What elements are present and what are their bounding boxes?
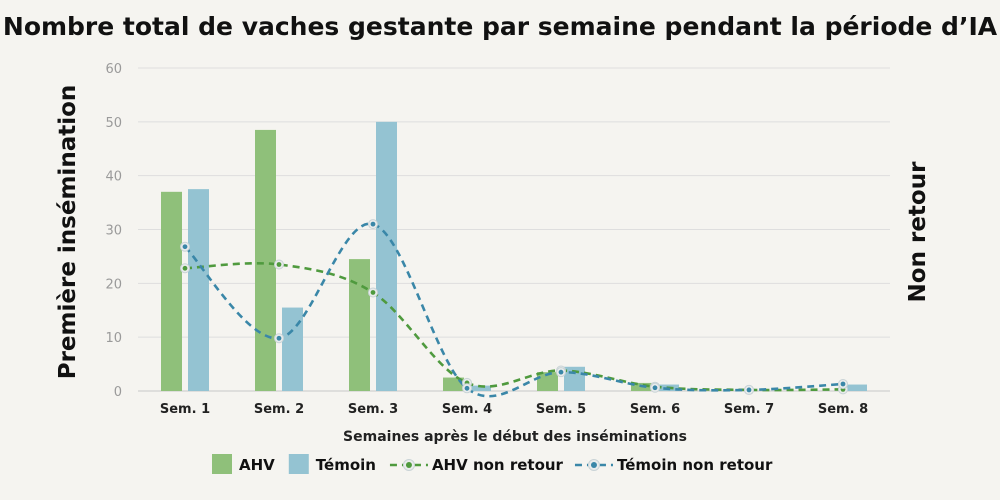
legend-label: AHV: [239, 456, 275, 474]
y-tick-label: 50: [105, 116, 122, 131]
line-point: [276, 262, 282, 267]
y-tick-label: 40: [105, 170, 122, 185]
gridlines: [138, 67, 890, 392]
legend-swatch: [288, 454, 309, 474]
x-axis-label: Semaines après le début des insémination…: [343, 429, 687, 445]
x-tick-label: Sem. 6: [630, 402, 680, 417]
bar: [376, 121, 397, 391]
bar: [537, 372, 558, 391]
y-tick-label: 30: [105, 224, 122, 239]
x-tick-labels: Sem. 1 Sem. 2 Sem. 3 Sem. 4 Sem. 5 Sem. 6 Sem.…: [160, 402, 868, 417]
line-point: [840, 381, 846, 387]
bar: [846, 384, 867, 391]
line-point: [370, 221, 376, 227]
y-tick-labels: 0 10 20 30 40 50 60: [105, 62, 122, 400]
bar: [255, 129, 276, 392]
x-tick-label: Sem. 4: [442, 402, 492, 417]
line-point: [276, 335, 282, 341]
y-tick-label: 0: [114, 385, 122, 400]
series-line: [184, 261, 844, 392]
line-point: [370, 290, 376, 295]
legend-marker: [590, 462, 597, 468]
x-tick-label: Sem. 2: [254, 402, 304, 417]
y-tick-label: 60: [105, 62, 122, 77]
x-tick-label: Sem. 1: [160, 402, 210, 417]
legend-label: AHV non retour: [432, 456, 564, 474]
y-tick-label: 10: [105, 331, 122, 346]
x-tick-label: Sem. 5: [536, 402, 586, 417]
line-point: [746, 387, 752, 393]
legend-label: Témoin: [316, 456, 376, 474]
legend-swatch: [212, 454, 232, 474]
bar: [188, 189, 209, 391]
x-tick-label: Sem. 7: [724, 402, 774, 417]
bar: [161, 191, 182, 391]
line-point: [182, 265, 188, 271]
bar: [282, 307, 303, 391]
line-point: [182, 244, 188, 250]
line-point: [558, 369, 564, 375]
bar: [349, 259, 370, 391]
legend-label: Témoin non retour: [617, 456, 773, 474]
x-tick-label: Sem. 3: [348, 402, 398, 417]
bar: [470, 385, 491, 391]
y-tick-label: 20: [105, 277, 122, 292]
legend: AHV Témoin AHV non retour Témoin non retour: [212, 454, 773, 474]
x-tick-label: Sem. 8: [818, 402, 868, 417]
line-point: [652, 385, 658, 391]
legend-marker: [405, 462, 412, 468]
line-point: [464, 385, 470, 391]
chart-title: Nombre total de vaches gestante par sema…: [2, 12, 998, 41]
bars: [161, 121, 867, 392]
line-points: [180, 219, 848, 395]
